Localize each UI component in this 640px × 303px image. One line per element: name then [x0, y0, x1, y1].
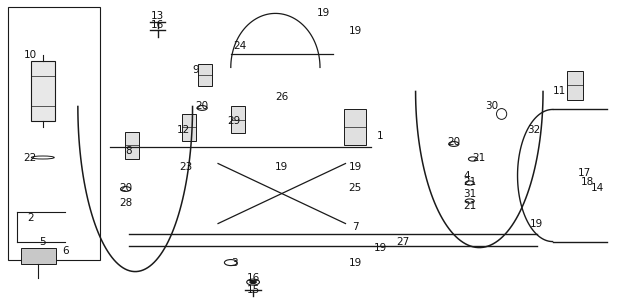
Text: 20: 20 [119, 182, 132, 192]
Text: 21: 21 [463, 201, 476, 211]
Text: 3: 3 [230, 258, 237, 268]
Text: 25: 25 [348, 182, 362, 192]
Text: 19: 19 [275, 161, 289, 171]
Text: 20: 20 [196, 102, 209, 112]
Text: 31: 31 [463, 188, 476, 198]
Text: 28: 28 [119, 198, 132, 208]
Text: 21: 21 [463, 177, 476, 187]
Bar [198, 64, 212, 86]
Bar [182, 114, 196, 141]
Text: 15: 15 [246, 285, 260, 295]
Text: 29: 29 [227, 116, 241, 126]
Text: 6: 6 [62, 245, 68, 255]
Text: 26: 26 [275, 92, 289, 102]
Bar [125, 132, 139, 159]
Text: 10: 10 [24, 50, 36, 60]
Text: 19: 19 [348, 26, 362, 36]
Bar [8, 7, 100, 260]
Text: 13: 13 [151, 12, 164, 22]
Text: 8: 8 [125, 146, 132, 157]
Text: 24: 24 [234, 42, 247, 52]
Text: 18: 18 [581, 177, 595, 187]
Text: 11: 11 [552, 86, 566, 96]
Circle shape [250, 281, 256, 284]
Text: 1: 1 [377, 132, 384, 142]
Text: 19: 19 [530, 218, 543, 228]
Text: 19: 19 [348, 161, 362, 171]
Text: 12: 12 [177, 125, 189, 135]
Text: 19: 19 [374, 243, 387, 253]
Text: 16: 16 [246, 273, 260, 283]
Bar [344, 109, 366, 145]
Text: 32: 32 [527, 125, 540, 135]
Text: 30: 30 [486, 102, 499, 112]
Text: 14: 14 [591, 182, 604, 192]
Bar [20, 248, 56, 264]
Text: 7: 7 [352, 221, 358, 231]
Text: 21: 21 [473, 152, 486, 162]
Text: 27: 27 [396, 237, 410, 247]
Text: 4: 4 [463, 171, 470, 181]
Text: 22: 22 [24, 152, 36, 162]
Text: 5: 5 [40, 237, 46, 247]
Text: 16: 16 [151, 20, 164, 30]
Text: 17: 17 [578, 168, 591, 178]
Text: 20: 20 [447, 138, 460, 148]
Bar [567, 71, 583, 100]
Text: 19: 19 [348, 258, 362, 268]
Text: 19: 19 [317, 8, 330, 18]
Bar [31, 62, 55, 122]
Text: 2: 2 [27, 212, 33, 222]
Text: 9: 9 [193, 65, 199, 75]
Text: 23: 23 [180, 161, 193, 171]
Bar [232, 106, 246, 134]
